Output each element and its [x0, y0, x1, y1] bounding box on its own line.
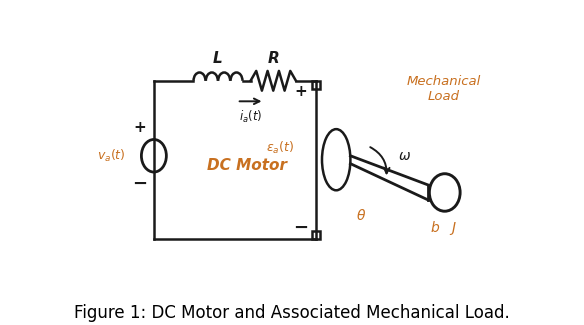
Text: Mechanical
Load: Mechanical Load [407, 75, 481, 103]
Text: $v_a(t)$: $v_a(t)$ [97, 148, 126, 164]
Bar [312, 81, 319, 89]
Bar [312, 231, 319, 239]
Text: $\varepsilon_a(t)$: $\varepsilon_a(t)$ [266, 140, 294, 156]
Text: Figure 1: DC Motor and Associated Mechanical Load.: Figure 1: DC Motor and Associated Mechan… [74, 304, 510, 322]
Text: $\omega$: $\omega$ [398, 149, 411, 163]
Text: −: − [293, 219, 308, 237]
Text: $\theta$: $\theta$ [356, 208, 366, 223]
Text: R: R [267, 51, 279, 66]
Text: +: + [294, 84, 307, 99]
Text: DC Motor: DC Motor [207, 158, 287, 173]
Text: −: − [133, 175, 148, 193]
Text: $i_a(t)$: $i_a(t)$ [239, 109, 262, 124]
Text: J: J [451, 221, 456, 235]
Text: b: b [430, 221, 439, 235]
Text: L: L [213, 51, 223, 66]
Text: +: + [134, 120, 147, 135]
